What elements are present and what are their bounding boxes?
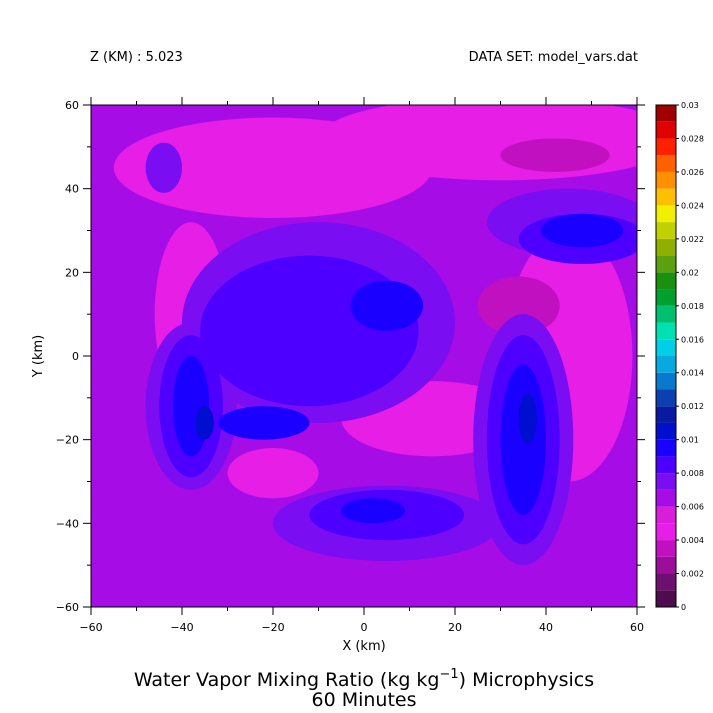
colorbar-swatch-27 [656,138,676,156]
contour-region-2 [318,105,637,181]
contour-region-28 [518,393,537,444]
colorbar-swatch-10 [656,422,676,440]
colorbar [656,105,676,607]
title-exponent: −1 [440,667,459,682]
x-tick-label-20: 20 [448,621,462,634]
y-tick-label-0: 0 [72,350,79,363]
y-tick-label--40: −40 [56,517,79,530]
x-tick-label--60: −60 [79,621,102,634]
contour-region-21 [350,280,424,331]
axis-tick-labels: −60 −40 −20 0 20 40 60 −60 −40 −20 0 20 40 60 [56,99,644,634]
colorbar-label-2: 0.004 [681,536,704,545]
y-tick-label-60: 60 [65,99,79,112]
x-tick-label--20: −20 [261,621,284,634]
colorbar-swatch-28 [656,121,676,139]
colorbar-label-1: 0.002 [681,570,704,579]
colorbar-label-8: 0.016 [681,335,704,344]
contour-region-8 [477,276,560,336]
colorbar-swatch-26 [656,155,676,172]
y-axis-label: Y (km) [31,335,46,378]
colorbar-swatch-29 [656,105,676,122]
colorbar-swatch-8 [656,456,676,474]
level-label: Z (KM) : 5.023 [90,50,183,65]
contour-region-23 [172,356,210,457]
colorbar-swatch-1 [656,573,676,591]
chart-title-line1: Water Vapor Mixing Ratio (kg kg−1) Micro… [134,667,594,691]
contour-region-25 [541,213,624,248]
colorbar-swatch-21 [656,238,676,256]
colorbar-swatch-15 [656,339,676,356]
colorbar-swatch-17 [656,305,676,323]
colorbar-swatch-12 [656,389,676,407]
colorbar-swatch-0 [656,590,676,607]
colorbar-label-6: 0.012 [681,402,704,411]
colorbar-label-15: 0.03 [681,101,699,110]
x-tick-label-40: 40 [539,621,553,634]
chart-title-line2: 60 Minutes [311,689,416,711]
colorbar-label-11: 0.022 [681,235,704,244]
axis-ticks [83,97,645,615]
colorbar-swatch-22 [656,222,676,239]
y-tick-label-40: 40 [65,183,79,196]
colorbar-label-13: 0.026 [681,168,704,177]
contour-region-15 [145,142,182,193]
colorbar-swatch-16 [656,322,676,340]
colorbar-swatch-24 [656,188,676,206]
colorbar-swatch-25 [656,171,676,189]
title-main-text: Water Vapor Mixing Ratio (kg kg [134,669,440,691]
colorbar-swatch-4 [656,523,676,541]
colorbar-swatch-19 [656,272,676,290]
colorbar-swatch-20 [656,255,676,273]
colorbar-label-4: 0.008 [681,469,704,478]
contour-region-9 [500,138,610,172]
colorbar-swatch-23 [656,205,676,223]
contour-plot-area [91,105,637,607]
colorbar-swatch-7 [656,473,676,490]
colorbar-swatch-11 [656,406,676,423]
colorbar-label-12: 0.024 [681,201,704,210]
colorbar-swatch-6 [656,489,676,507]
colorbar-swatch-3 [656,540,676,557]
y-tick-label--60: −60 [56,601,79,614]
colorbar-label-9: 0.018 [681,302,704,311]
colorbar-label-7: 0.014 [681,369,704,378]
colorbar-swatch-5 [656,506,676,524]
x-tick-label-60: 60 [630,621,644,634]
y-tick-label--20: −20 [56,434,79,447]
colorbar-label-10: 0.02 [681,268,699,277]
colorbar-swatch-14 [656,356,676,373]
colorbar-swatch-13 [656,372,676,390]
contour-region-27 [195,406,214,440]
x-tick-label-0: 0 [361,621,368,634]
title-suffix-text: ) Microphysics [459,669,594,691]
contour-region-6 [227,448,319,499]
contour-region-16 [200,255,419,407]
colorbar-label-3: 0.006 [681,503,704,512]
colorbar-label-14: 0.028 [681,134,704,143]
x-axis-label: X (km) [342,639,385,654]
dataset-label: DATA SET: model_vars.dat [469,50,638,65]
contour-region-26 [341,498,405,524]
colorbar-swatch-2 [656,556,676,574]
colorbar-labels: 0 0.002 0.004 0.006 0.008 0.01 0.012 0.014 0.016… [676,101,704,612]
colorbar-swatch-9 [656,439,676,457]
y-tick-label-20: 20 [65,266,79,279]
colorbar-label-5: 0.01 [681,436,699,445]
colorbar-swatch-18 [656,289,676,306]
contour-region-22 [218,406,310,440]
x-tick-label--40: −40 [170,621,193,634]
colorbar-label-0: 0 [681,603,686,612]
colorbar-frame [655,104,677,608]
